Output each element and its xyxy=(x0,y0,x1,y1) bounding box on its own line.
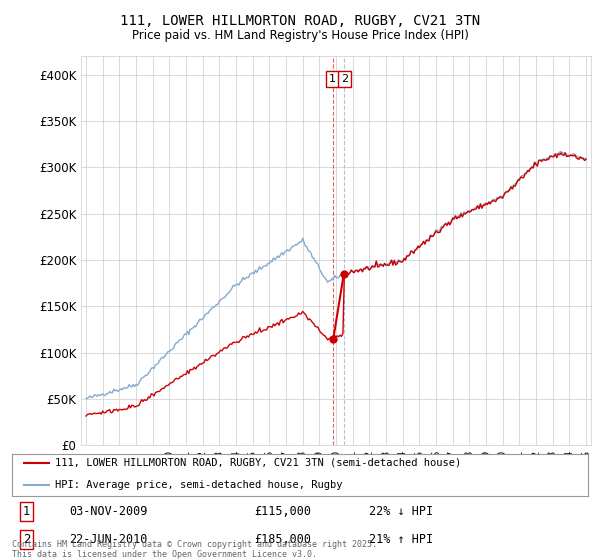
Text: 2: 2 xyxy=(341,74,348,84)
Text: £115,000: £115,000 xyxy=(254,505,311,518)
Text: 22% ↓ HPI: 22% ↓ HPI xyxy=(369,505,433,518)
Text: 111, LOWER HILLMORTON ROAD, RUGBY, CV21 3TN (semi-detached house): 111, LOWER HILLMORTON ROAD, RUGBY, CV21 … xyxy=(55,458,461,468)
Text: 2: 2 xyxy=(23,533,30,546)
Text: 1: 1 xyxy=(23,505,30,518)
Text: 22-JUN-2010: 22-JUN-2010 xyxy=(70,533,148,546)
Text: 21% ↑ HPI: 21% ↑ HPI xyxy=(369,533,433,546)
Text: £185,000: £185,000 xyxy=(254,533,311,546)
Text: 03-NOV-2009: 03-NOV-2009 xyxy=(70,505,148,518)
Text: 1: 1 xyxy=(329,74,336,84)
Text: Contains HM Land Registry data © Crown copyright and database right 2025.
This d: Contains HM Land Registry data © Crown c… xyxy=(12,540,377,559)
Text: 111, LOWER HILLMORTON ROAD, RUGBY, CV21 3TN: 111, LOWER HILLMORTON ROAD, RUGBY, CV21 … xyxy=(120,14,480,28)
Text: HPI: Average price, semi-detached house, Rugby: HPI: Average price, semi-detached house,… xyxy=(55,480,343,490)
Text: Price paid vs. HM Land Registry's House Price Index (HPI): Price paid vs. HM Land Registry's House … xyxy=(131,29,469,42)
